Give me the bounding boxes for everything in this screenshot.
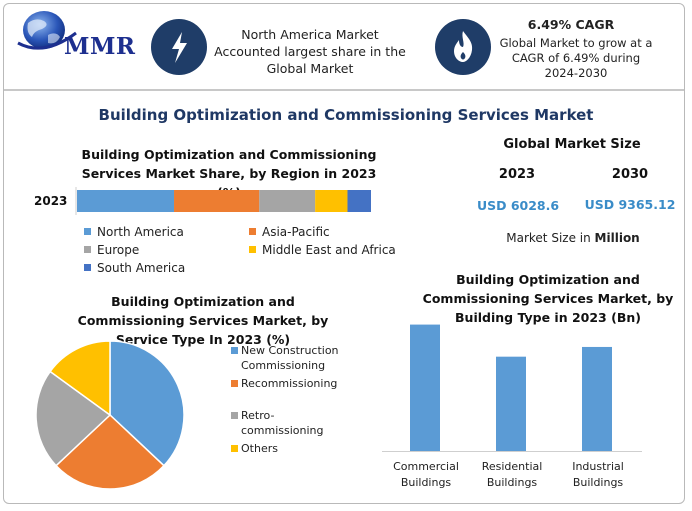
- legend-swatch-north-america: [84, 228, 91, 235]
- service-label-retro: Retro-commissioning: [241, 409, 324, 437]
- legend-label-mea: Middle East and Africa: [262, 243, 396, 257]
- market-year-2030: 2030: [611, 167, 649, 182]
- pie-slice-retro-commissioning: [35, 370, 112, 467]
- region-segment-north-america: [77, 190, 175, 212]
- legend-item-asia-pacific: Asia-Pacific: [249, 225, 330, 239]
- service-chart-title: Building Optimization and Commissioning …: [77, 294, 329, 347]
- service-label-recommissioning: Recommissioning: [241, 377, 338, 390]
- market-value-2030: USD 9365.12: [584, 197, 676, 212]
- lightning-badge: [151, 19, 207, 75]
- flame-icon: [454, 31, 473, 62]
- region-segment-south-america: [347, 190, 371, 212]
- building-chart-title: Building Optimization and Commissioning …: [422, 272, 674, 325]
- building-xlabel-residential: Residential Buildings: [481, 460, 543, 489]
- header-divider: [4, 89, 684, 91]
- legend-item-south-america: South America: [84, 261, 185, 275]
- building-xlabel-industrial: Industrial Buildings: [572, 460, 624, 489]
- region-bar-year: 2023: [34, 194, 68, 208]
- region-chart-title: Building Optimization and Commissioning …: [81, 147, 377, 200]
- legend-swatch-asia-pacific: [249, 228, 256, 235]
- legend-label-asia-pacific: Asia-Pacific: [262, 225, 330, 239]
- service-legend-item-retro: Retro-commissioning: [231, 408, 331, 438]
- legend-label-south-america: South America: [97, 261, 186, 275]
- legend-label-europe: Europe: [97, 243, 140, 257]
- service-swatch-recommissioning: [231, 380, 238, 387]
- service-swatch-new-construction: [231, 347, 238, 354]
- service-pie-chart: [35, 340, 185, 490]
- region-stacked-bar: [75, 187, 371, 215]
- region-legend: North America Asia-Pacific Europe Middle…: [84, 225, 404, 279]
- lightning-icon: [172, 32, 187, 63]
- service-legend-item-recommissioning: Recommissioning: [231, 376, 351, 391]
- service-swatch-retro: [231, 412, 238, 419]
- legend-label-north-america: North America: [97, 225, 184, 239]
- pie-slice-recommissioning: [54, 413, 166, 490]
- legend-item-europe: Europe: [84, 243, 139, 257]
- market-value-2023: USD 6028.6: [476, 198, 560, 213]
- region-segment-asia-pacific: [174, 190, 260, 212]
- pie-slice-others: [49, 340, 111, 417]
- service-legend-item-new-construction: New Construction Commissioning: [231, 343, 351, 373]
- building-bar-commercial-buildings: [410, 324, 440, 451]
- region-segment-middle-east-and-africa: [315, 190, 348, 212]
- globe-icon: [17, 11, 77, 50]
- service-label-new-construction: New Construction Commissioning: [241, 344, 339, 372]
- building-xlabel-commercial: Commercial Buildings: [393, 460, 459, 489]
- service-legend-item-others: Others: [231, 441, 351, 456]
- building-bar-residential-buildings: [496, 356, 526, 451]
- market-size-unit: Market Size in Million: [490, 231, 656, 245]
- logo-text: MMR: [64, 33, 136, 60]
- market-year-2023: 2023: [498, 167, 536, 182]
- market-size-title: Global Market Size: [503, 137, 641, 152]
- pie-slice-new-construction-commissioning: [109, 340, 185, 467]
- main-title: Building Optimization and Commissioning …: [98, 106, 594, 124]
- service-swatch-others: [231, 445, 238, 452]
- market-size-unit-prefix: Market Size in: [506, 231, 591, 245]
- legend-swatch-mea: [249, 246, 256, 253]
- cagr-text: Global Market to grow at a CAGR of 6.49%…: [499, 36, 653, 80]
- service-label-others: Others: [241, 442, 278, 455]
- infographic-frame: [3, 3, 685, 504]
- market-size-unit-value: Million: [594, 231, 640, 245]
- legend-item-mea: Middle East and Africa: [249, 243, 396, 257]
- highlight-text: North America Market Accounted largest s…: [214, 27, 406, 76]
- legend-item-north-america: North America: [84, 225, 184, 239]
- flame-badge: [435, 19, 491, 75]
- legend-swatch-europe: [84, 246, 91, 253]
- legend-swatch-south-america: [84, 264, 91, 271]
- building-bar-chart: [382, 324, 642, 452]
- building-bar-industrial-buildings: [582, 346, 612, 451]
- region-segment-europe: [259, 190, 316, 212]
- cagr-title: 6.49% CAGR: [527, 17, 615, 32]
